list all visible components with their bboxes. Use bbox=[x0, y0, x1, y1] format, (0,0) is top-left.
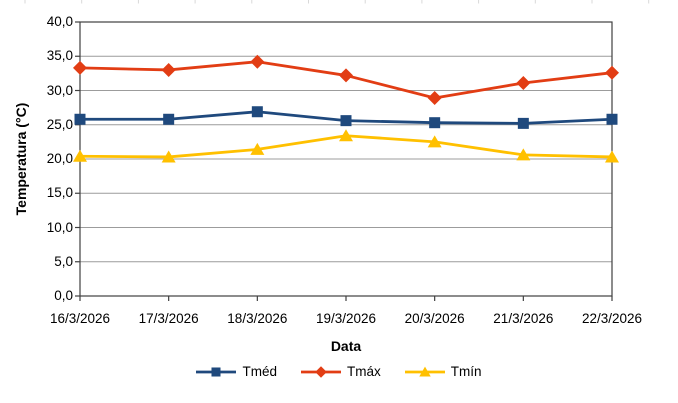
triangle-marker-icon bbox=[516, 148, 531, 161]
square-marker-icon bbox=[74, 113, 86, 125]
triangle-marker-icon bbox=[419, 366, 431, 377]
tmax-diamond-marker-icon bbox=[301, 366, 341, 378]
diamond-marker-icon bbox=[516, 75, 531, 90]
diamond-marker-icon bbox=[605, 65, 619, 80]
diamond-marker-icon bbox=[161, 62, 176, 77]
triangle-marker-icon bbox=[427, 135, 442, 148]
triangle-marker-icon bbox=[73, 149, 87, 162]
square-marker-icon bbox=[606, 113, 618, 125]
triangle-marker-icon bbox=[339, 129, 353, 142]
x-tick-label: 21/3/2026 bbox=[493, 311, 554, 326]
triangle-marker-icon bbox=[161, 150, 176, 163]
legend-item-tmax: Tmáx bbox=[301, 364, 381, 380]
x-tick-label: 18/3/2026 bbox=[227, 311, 288, 326]
square-marker-icon bbox=[340, 115, 352, 127]
square-marker-icon bbox=[211, 367, 221, 377]
square-marker-icon bbox=[517, 117, 529, 129]
diamond-marker-icon bbox=[250, 54, 265, 69]
square-marker-icon bbox=[251, 106, 263, 118]
legend-item-tmin: Tmín bbox=[404, 364, 482, 380]
legend-label-tmin: Tmín bbox=[450, 364, 482, 379]
square-marker-icon bbox=[163, 113, 175, 125]
y-tick-label: 20,0 bbox=[46, 151, 73, 166]
tmin-triangle-marker-icon bbox=[404, 366, 445, 377]
x-tick-label: 20/3/2026 bbox=[404, 311, 465, 326]
legend-label-tmed: Tméd bbox=[242, 364, 277, 379]
triangle-marker-icon bbox=[250, 142, 265, 155]
y-tick-label: 40,0 bbox=[46, 14, 73, 29]
diamond-marker-icon bbox=[315, 366, 327, 378]
x-tick-label: 19/3/2026 bbox=[315, 311, 377, 326]
diamond-marker-icon bbox=[427, 91, 442, 106]
square-marker-icon bbox=[429, 117, 441, 129]
diamond-marker-icon bbox=[339, 68, 353, 83]
y-tick-label: 30,0 bbox=[46, 82, 73, 98]
y-tick-label: 5,0 bbox=[54, 253, 73, 269]
tmed-square-marker-icon bbox=[196, 367, 237, 377]
triangle-marker-icon bbox=[605, 150, 619, 163]
diamond-marker-icon bbox=[73, 60, 87, 75]
x-tick-label: 22/3/2026 bbox=[581, 311, 643, 326]
x-tick-label: 16/3/2026 bbox=[49, 311, 111, 326]
y-tick-label: 15,0 bbox=[46, 185, 73, 201]
y-tick-label: 25,0 bbox=[46, 116, 73, 132]
y-axis-title: Temperatura (°C) bbox=[13, 102, 29, 216]
chart-legend: Tméd Tmáx Tmín bbox=[0, 360, 678, 384]
y-tick-label: 0,0 bbox=[54, 288, 73, 303]
x-axis-title: Data bbox=[330, 338, 362, 354]
legend-label-tmax: Tmáx bbox=[347, 364, 381, 379]
y-tick-label: 10,0 bbox=[46, 219, 73, 235]
legend-item-tmed: Tméd bbox=[196, 364, 277, 380]
x-tick-label: 17/3/2026 bbox=[138, 311, 199, 326]
y-tick-label: 35,0 bbox=[46, 48, 73, 64]
